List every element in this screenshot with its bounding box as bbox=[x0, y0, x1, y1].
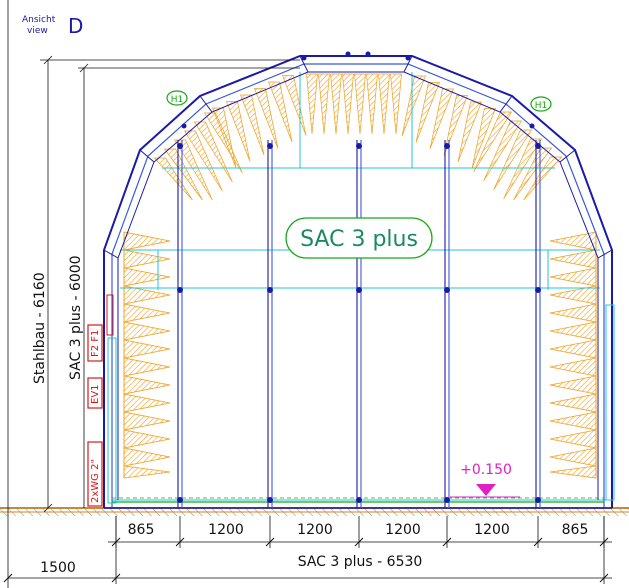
absorber-cone bbox=[253, 88, 279, 149]
dimension-segment-ticks bbox=[3, 516, 609, 583]
view-label-bottom: view bbox=[27, 26, 48, 36]
steel-frame bbox=[103, 55, 613, 509]
segment-label: 865 bbox=[128, 522, 155, 538]
dimension-left-offset: 1500 bbox=[40, 560, 76, 576]
absorber-cone bbox=[549, 303, 597, 323]
absorber-cone bbox=[429, 88, 455, 150]
absorber-cone bbox=[366, 73, 378, 135]
absorbers-left-wall bbox=[123, 231, 171, 479]
dimension-stahlbau-label: Stahlbau - 6160 bbox=[32, 272, 48, 384]
absorber-cone bbox=[330, 73, 342, 135]
dimension-sac-height bbox=[78, 63, 300, 508]
elevation-marker: +0.150 bbox=[450, 462, 520, 498]
view-label: Ansicht view D bbox=[22, 14, 83, 38]
absorber-cone bbox=[123, 231, 171, 251]
absorber-cone bbox=[123, 447, 171, 467]
absorber-cone bbox=[342, 73, 354, 135]
absorber-cone bbox=[123, 303, 171, 323]
absorber-cone bbox=[354, 73, 366, 135]
absorber-cone bbox=[493, 129, 533, 191]
absorber-cone bbox=[549, 375, 597, 395]
absorber-cone bbox=[503, 138, 543, 200]
absorber-cone bbox=[549, 249, 597, 269]
dimension-stahlbau bbox=[7, 0, 300, 588]
absorber-cone bbox=[318, 73, 330, 135]
absorber-cone bbox=[163, 148, 203, 201]
absorber-cone bbox=[123, 339, 171, 359]
absorber-cone bbox=[471, 108, 497, 169]
view-label-top: Ansicht bbox=[22, 15, 56, 25]
absorber-cone bbox=[267, 81, 293, 143]
absorber-cone bbox=[123, 267, 171, 287]
left-wall-components bbox=[106, 294, 615, 504]
interior-grid bbox=[112, 72, 606, 501]
absorber-cone bbox=[549, 411, 597, 431]
absorbers-right-wall bbox=[549, 231, 597, 479]
segment-labels: 865 1200 1200 1200 1200 865 bbox=[128, 522, 589, 538]
side-tag-f2-f1: F2 F1 bbox=[87, 324, 103, 362]
support-columns bbox=[177, 51, 541, 508]
segment-label: 1200 bbox=[474, 522, 510, 538]
absorber-cone bbox=[473, 111, 513, 173]
h1-marker-right: H1 bbox=[530, 96, 552, 112]
dimension-sac-height-label: SAC 3 plus - 6000 bbox=[68, 255, 84, 380]
absorber-cone bbox=[211, 107, 237, 169]
absorber-cone bbox=[123, 429, 171, 449]
segment-label: 865 bbox=[562, 522, 589, 538]
absorber-cone bbox=[123, 465, 171, 479]
absorber-cone bbox=[549, 339, 597, 359]
absorber-cone bbox=[123, 357, 171, 377]
absorber-cone bbox=[483, 120, 523, 182]
side-tag-waveguide: 2xWG 2" bbox=[87, 441, 103, 507]
dimension-lines-horizontal bbox=[8, 516, 612, 584]
absorber-cone bbox=[549, 357, 597, 377]
svg-text:H1: H1 bbox=[535, 101, 548, 111]
absorber-cone bbox=[549, 447, 597, 467]
absorber-cone bbox=[239, 94, 265, 156]
absorber-cone bbox=[225, 101, 251, 162]
h1-marker-left: H1 bbox=[166, 90, 188, 106]
svg-text:H1: H1 bbox=[171, 95, 184, 105]
absorber-cone bbox=[123, 393, 171, 413]
absorber-cone bbox=[549, 465, 597, 479]
chamber-name-label: SAC 3 plus bbox=[285, 217, 433, 259]
svg-text:F2 F1: F2 F1 bbox=[90, 330, 101, 357]
svg-text:+0.150: +0.150 bbox=[460, 462, 512, 478]
absorber-cone bbox=[549, 429, 597, 449]
svg-text:SAC 3 plus: SAC 3 plus bbox=[300, 227, 418, 252]
segment-label: 1200 bbox=[208, 522, 244, 538]
absorber-cone bbox=[390, 73, 402, 135]
absorber-cone bbox=[549, 393, 597, 413]
absorber-cone bbox=[549, 285, 597, 305]
absorbers-roof bbox=[153, 73, 563, 201]
view-letter: D bbox=[68, 14, 83, 38]
absorber-cone bbox=[513, 147, 553, 201]
svg-text:2xWG 2": 2xWG 2" bbox=[90, 459, 101, 503]
absorber-cone bbox=[443, 95, 469, 156]
side-tag-ev1: EV1 bbox=[87, 377, 103, 409]
absorber-cone bbox=[306, 73, 318, 135]
ground bbox=[0, 507, 629, 516]
svg-text:EV1: EV1 bbox=[90, 384, 101, 404]
absorber-cone bbox=[523, 156, 563, 201]
absorber-cone bbox=[401, 75, 427, 137]
absorber-cone bbox=[123, 285, 171, 305]
absorber-cone bbox=[123, 411, 171, 431]
absorber-cone bbox=[123, 375, 171, 395]
absorber-cone bbox=[378, 73, 390, 135]
segment-label: 1200 bbox=[297, 522, 333, 538]
absorber-cone bbox=[123, 249, 171, 269]
absorber-cone bbox=[123, 321, 171, 341]
absorber-cone bbox=[415, 82, 441, 143]
dimension-total-width: SAC 3 plus - 6530 bbox=[298, 554, 423, 570]
absorber-cone bbox=[549, 267, 597, 287]
segment-label: 1200 bbox=[385, 522, 421, 538]
absorber-cone bbox=[549, 321, 597, 341]
